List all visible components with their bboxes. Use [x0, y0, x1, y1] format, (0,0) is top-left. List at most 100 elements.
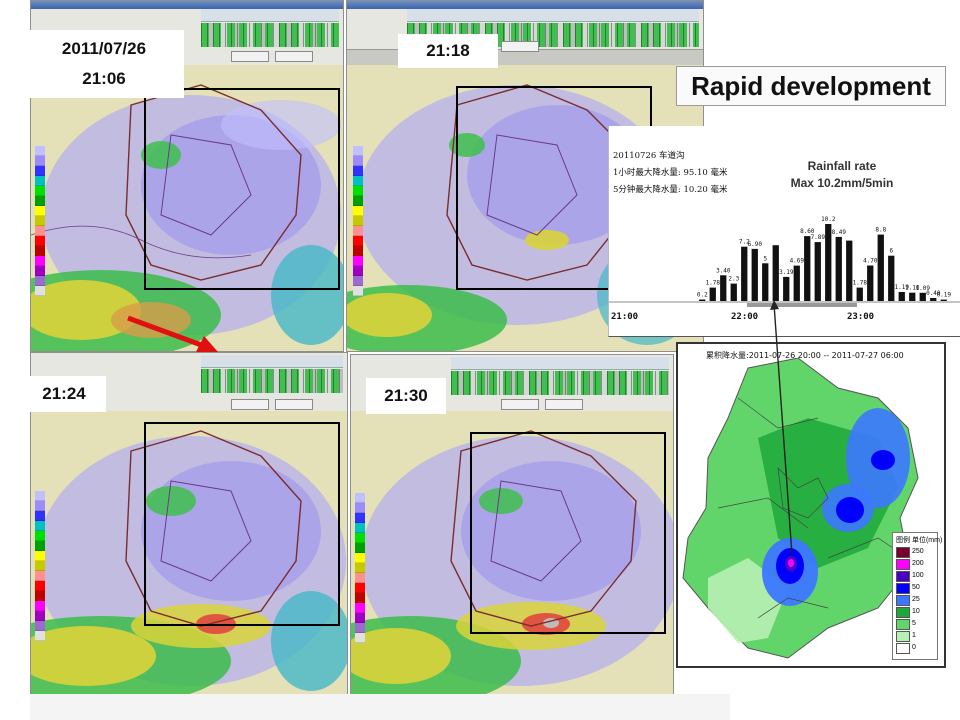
- colorbar-swatch: [35, 156, 45, 166]
- legend-item: 100: [896, 571, 934, 582]
- bar-value-label: 3.19: [779, 269, 794, 276]
- bar-value-label: 1.10: [905, 285, 920, 292]
- colorbar-swatch: [35, 276, 45, 286]
- legend-swatch: [896, 595, 910, 606]
- colorbar-swatch: [35, 521, 45, 531]
- timeline-button[interactable]: [501, 399, 539, 410]
- colorbar-swatch: [355, 513, 365, 523]
- rainfall-bar: [762, 263, 769, 301]
- date-text: 2011/07/26: [61, 39, 147, 58]
- colorbar-swatch: [35, 236, 45, 246]
- colorbar-swatch: [353, 276, 363, 286]
- colorbar-swatch: [355, 563, 365, 573]
- timeline-strip[interactable]: [201, 23, 339, 47]
- radar-colorbar: [35, 491, 45, 641]
- bar-value-label: 2.3: [728, 276, 739, 283]
- x-tick-label: 21:00: [611, 312, 638, 322]
- colorbar-swatch: [355, 493, 365, 503]
- legend-item: 0: [896, 643, 934, 654]
- bar-value-label: 0.2: [697, 292, 708, 299]
- bar-value-label: 4.70: [863, 258, 878, 265]
- rainfall-bar: [856, 287, 863, 301]
- colorbar-swatch: [355, 583, 365, 593]
- timeline-button[interactable]: [231, 399, 269, 410]
- radar-map: [31, 65, 343, 351]
- bar-value-label: 3.40: [716, 267, 731, 274]
- rainfall-bar: [919, 292, 926, 301]
- legend-label: 0: [912, 644, 916, 651]
- legend-swatch: [896, 547, 910, 558]
- colorbar-swatch: [353, 226, 363, 236]
- colorbar-swatch: [353, 176, 363, 186]
- colorbar-swatch: [35, 176, 45, 186]
- colorbar-swatch: [35, 166, 45, 176]
- timeline-button[interactable]: [275, 399, 313, 410]
- legend-item: 250: [896, 547, 934, 558]
- bar-value-label: 8.49: [832, 229, 847, 236]
- bar-value-label: 6: [889, 248, 893, 255]
- map-header: 累积降水量:2011-07-26 20:00 -- 2011-07-27 06:…: [706, 351, 904, 360]
- colorbar-swatch: [35, 561, 45, 571]
- pointer-line: [770, 300, 793, 556]
- colorbar-swatch: [35, 501, 45, 511]
- rainfall-bar: [730, 283, 737, 301]
- time-range-bar: [747, 303, 857, 307]
- legend-swatch: [896, 631, 910, 642]
- rain-map-card: 累积降水量:2011-07-26 20:00 -- 2011-07-27 06:…: [676, 342, 946, 668]
- red-arrow: [127, 315, 218, 352]
- colorbar-swatch: [35, 226, 45, 236]
- bar-value-label: 1.78: [706, 280, 721, 287]
- rainfall-bar: [940, 299, 947, 301]
- colorbar-swatch: [35, 286, 45, 296]
- timeline-strip[interactable]: [451, 371, 669, 395]
- rainfall-bar: [825, 224, 832, 301]
- timeline-button[interactable]: [275, 51, 313, 62]
- colorbar-swatch: [355, 553, 365, 563]
- colorbar-swatch: [35, 206, 45, 216]
- colorbar-swatch: [35, 531, 45, 541]
- colorbar-swatch: [355, 593, 365, 603]
- colorbar-swatch: [35, 256, 45, 266]
- colorbar-swatch: [35, 196, 45, 206]
- focus-box-3: [144, 422, 340, 626]
- colorbar-swatch: [353, 206, 363, 216]
- legend-swatch: [896, 559, 910, 570]
- rainfall-bar: [783, 276, 790, 301]
- colorbar-swatch: [355, 543, 365, 553]
- colorbar-swatch: [35, 266, 45, 276]
- legend-label: 250: [912, 548, 924, 555]
- colorbar-swatch: [355, 623, 365, 633]
- legend-swatch: [896, 583, 910, 594]
- legend-item: 50: [896, 583, 934, 594]
- bar-value-label: 1.78: [853, 280, 868, 287]
- bar-value-label: 0.19: [937, 292, 952, 299]
- timeline-button[interactable]: [231, 51, 269, 62]
- time-text: 21:24: [42, 384, 86, 403]
- legend-item: 5: [896, 619, 934, 630]
- legend-title: 图例 单位(mm): [896, 537, 943, 544]
- colorbar-swatch: [35, 186, 45, 196]
- rainfall-bar: [793, 265, 800, 301]
- rainfall-bar: [846, 240, 853, 301]
- legend-label: 10: [912, 608, 920, 615]
- colorbar-swatch: [35, 611, 45, 621]
- radar-map: [351, 411, 673, 695]
- bar-value-label: 6.90: [748, 241, 763, 248]
- bar-value-label: 7.89: [811, 234, 826, 241]
- colorbar-swatch: [35, 601, 45, 611]
- slide-title: Rapid development: [676, 66, 946, 106]
- rainfall-bar: [877, 234, 884, 301]
- timeline-strip[interactable]: [201, 369, 343, 393]
- time-text: 21:06: [82, 69, 126, 88]
- bar-value-label: 5: [763, 255, 767, 262]
- focus-box-4: [470, 432, 666, 634]
- time-text: 21:30: [384, 386, 428, 405]
- timeline-button[interactable]: [501, 41, 539, 52]
- colorbar-swatch: [355, 603, 365, 613]
- station-note-line: 5分钟最大降水量: 10.20 毫米: [613, 185, 728, 195]
- time-text: 21:18: [426, 41, 470, 60]
- colorbar-swatch: [353, 266, 363, 276]
- colorbar-swatch: [353, 216, 363, 226]
- timeline-button[interactable]: [545, 399, 583, 410]
- legend-swatch: [896, 571, 910, 582]
